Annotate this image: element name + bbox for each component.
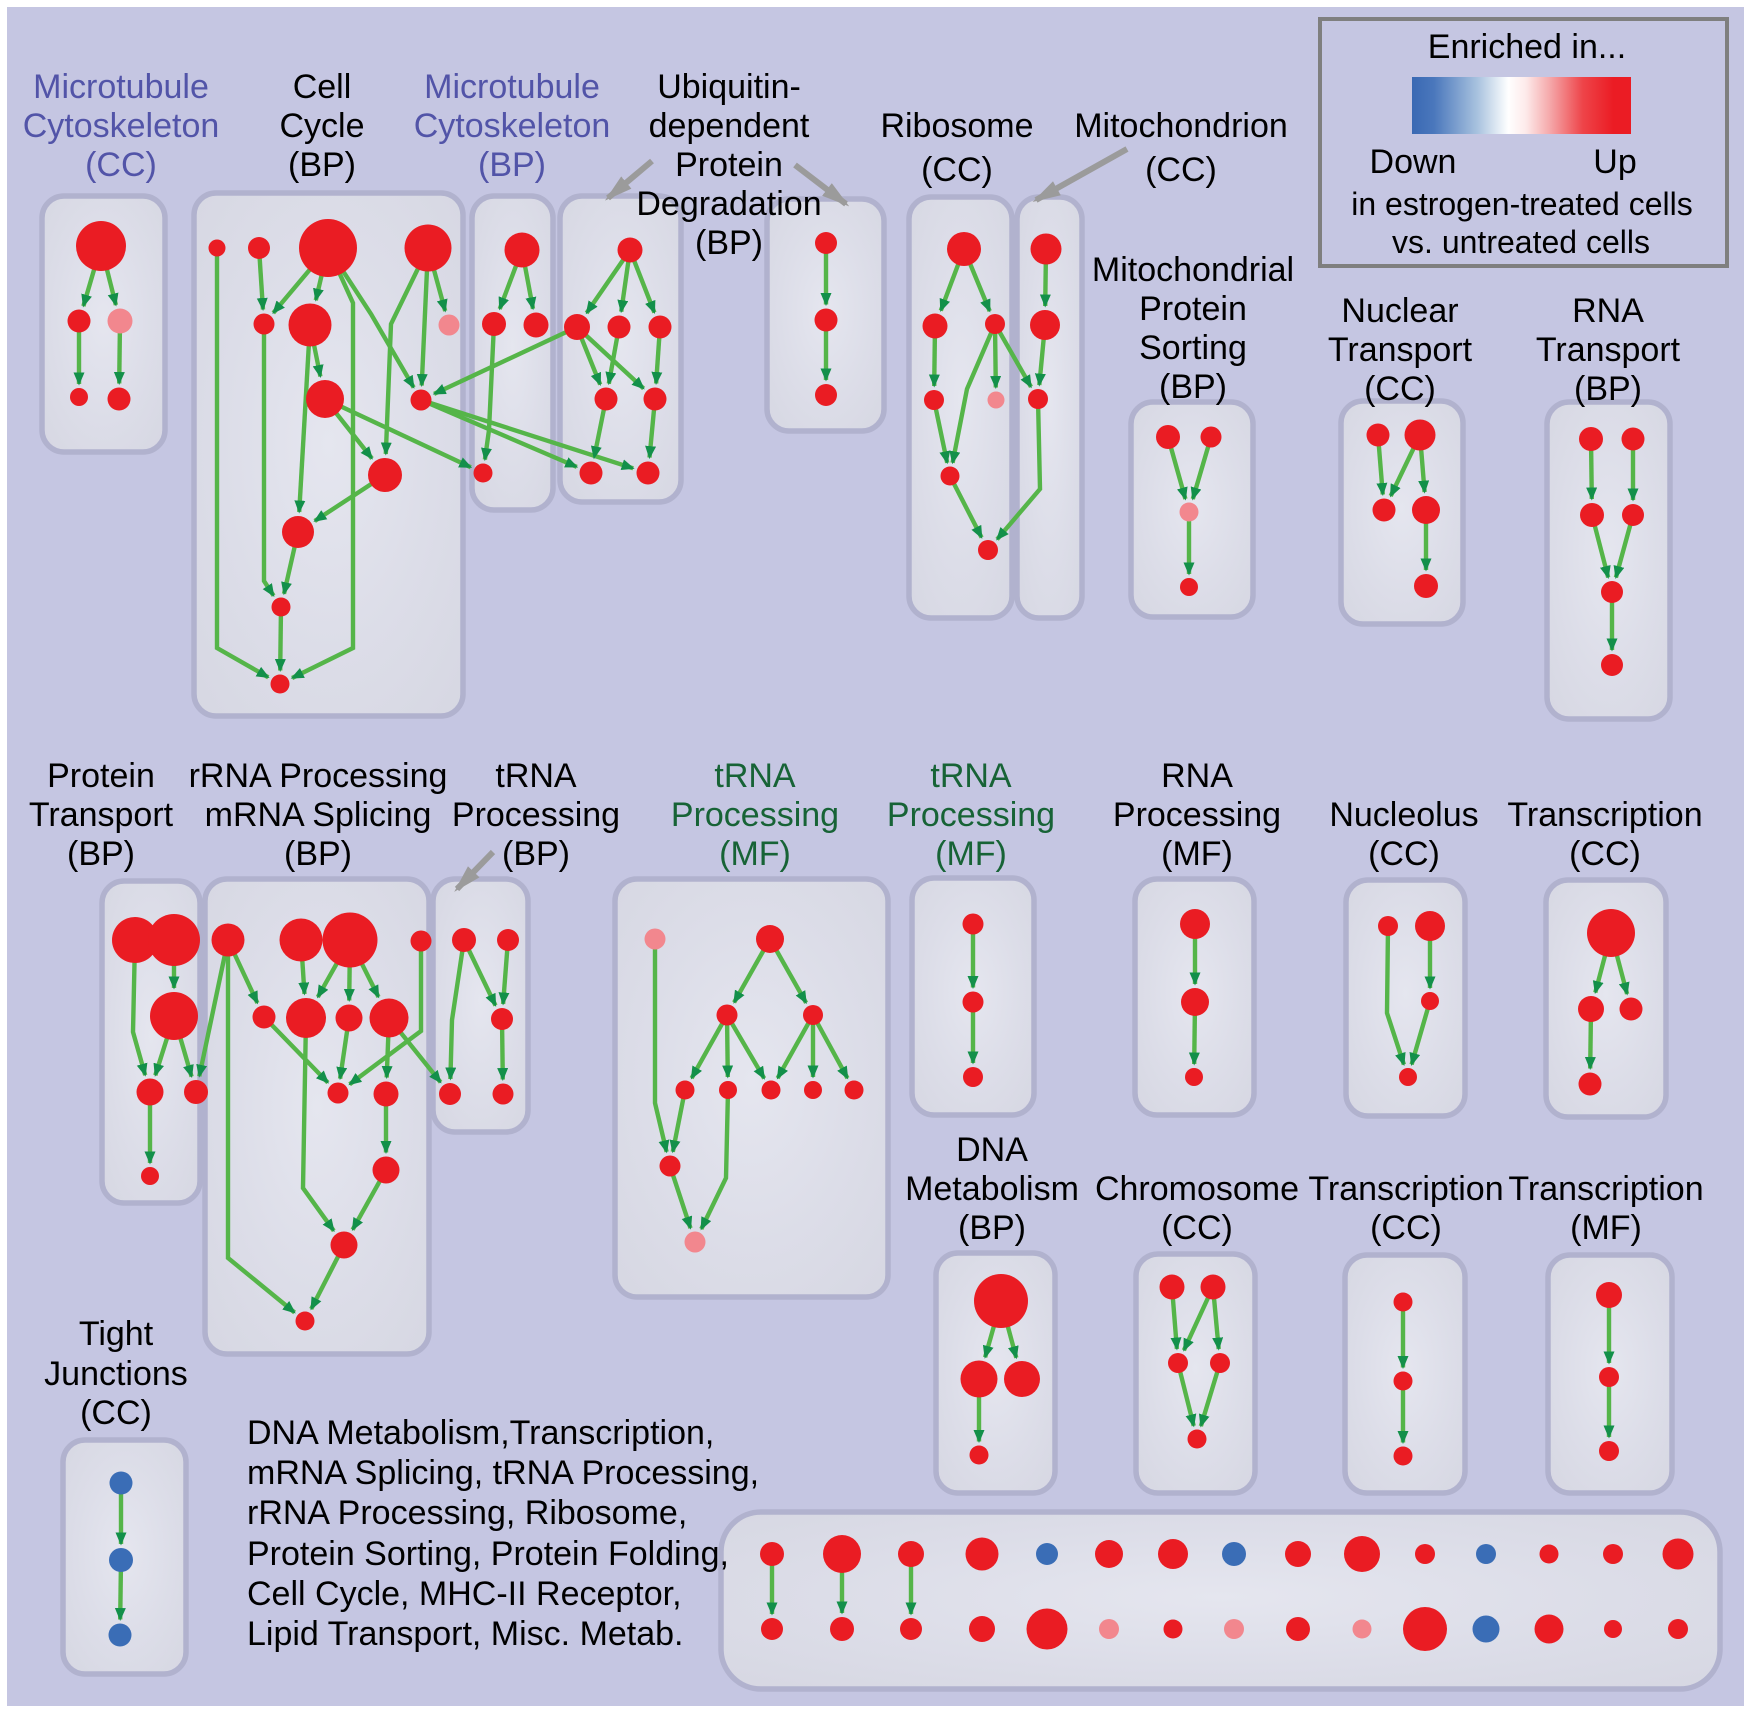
svg-text:Processing: Processing — [452, 796, 620, 834]
svg-text:mRNA Splicing: mRNA Splicing — [205, 796, 432, 834]
svg-text:(CC): (CC) — [1145, 151, 1217, 189]
svg-text:Enriched in...: Enriched in... — [1428, 28, 1626, 66]
svg-text:rRNA Processing, Ribosome,: rRNA Processing, Ribosome, — [247, 1494, 687, 1532]
svg-text:Processing: Processing — [1113, 796, 1281, 834]
svg-text:(BP): (BP) — [1574, 370, 1642, 408]
svg-text:(BP): (BP) — [958, 1209, 1026, 1247]
svg-text:mRNA Splicing, tRNA Processing: mRNA Splicing, tRNA Processing, — [247, 1454, 759, 1492]
svg-text:RNA: RNA — [1161, 757, 1233, 795]
svg-text:Protein: Protein — [47, 757, 155, 795]
svg-text:Nucleolus: Nucleolus — [1329, 796, 1478, 834]
svg-text:Transcription: Transcription — [1507, 796, 1702, 834]
svg-text:(MF): (MF) — [935, 835, 1007, 873]
svg-text:Transport: Transport — [1328, 331, 1473, 369]
svg-text:vs. untreated cells: vs. untreated cells — [1392, 224, 1650, 260]
svg-text:(BP): (BP) — [1159, 368, 1227, 406]
svg-text:(CC): (CC) — [1364, 370, 1436, 408]
svg-text:in estrogen-treated cells: in estrogen-treated cells — [1351, 186, 1693, 222]
svg-text:Transport: Transport — [1536, 331, 1681, 369]
svg-text:Degradation: Degradation — [636, 185, 821, 223]
svg-text:Mitochondrial: Mitochondrial — [1092, 251, 1294, 289]
svg-text:(BP): (BP) — [695, 224, 763, 262]
svg-text:Processing: Processing — [887, 796, 1055, 834]
svg-text:Up: Up — [1593, 143, 1636, 181]
svg-text:Mitochondrion: Mitochondrion — [1074, 107, 1288, 145]
svg-text:Cell: Cell — [293, 68, 352, 106]
svg-text:tRNA: tRNA — [495, 757, 577, 795]
svg-text:tRNA: tRNA — [930, 757, 1012, 795]
svg-text:(BP): (BP) — [502, 835, 570, 873]
svg-text:Protein Sorting, Protein Foldi: Protein Sorting, Protein Folding, — [247, 1535, 729, 1573]
svg-text:Ubiquitin-: Ubiquitin- — [657, 68, 801, 106]
svg-text:Processing: Processing — [671, 796, 839, 834]
svg-text:(MF): (MF) — [719, 835, 791, 873]
svg-text:(BP): (BP) — [288, 146, 356, 184]
svg-text:(CC): (CC) — [85, 146, 157, 184]
svg-text:(CC): (CC) — [1161, 1209, 1233, 1247]
svg-text:(MF): (MF) — [1161, 835, 1233, 873]
svg-text:dependent: dependent — [649, 107, 810, 145]
svg-text:DNA: DNA — [956, 1131, 1028, 1169]
svg-text:DNA Metabolism,Transcription,: DNA Metabolism,Transcription, — [247, 1414, 714, 1452]
svg-text:Chromosome: Chromosome — [1095, 1170, 1299, 1208]
svg-text:Transcription: Transcription — [1508, 1170, 1703, 1208]
svg-text:tRNA: tRNA — [714, 757, 796, 795]
svg-text:Microtubule: Microtubule — [33, 68, 209, 106]
svg-text:Ribosome: Ribosome — [880, 107, 1033, 145]
svg-text:(CC): (CC) — [1368, 835, 1440, 873]
svg-text:Junctions: Junctions — [44, 1355, 188, 1393]
svg-text:Microtubule: Microtubule — [424, 68, 600, 106]
svg-text:Tight: Tight — [79, 1315, 154, 1353]
svg-text:Metabolism: Metabolism — [905, 1170, 1079, 1208]
svg-text:Transport: Transport — [29, 796, 174, 834]
svg-text:RNA: RNA — [1572, 292, 1644, 330]
svg-text:Transcription: Transcription — [1308, 1170, 1503, 1208]
svg-text:Protein: Protein — [1139, 290, 1247, 328]
svg-text:(BP): (BP) — [478, 146, 546, 184]
svg-text:Cytoskeleton: Cytoskeleton — [23, 107, 220, 145]
svg-text:(CC): (CC) — [80, 1394, 152, 1432]
svg-text:(CC): (CC) — [1370, 1209, 1442, 1247]
svg-text:rRNA Processing: rRNA Processing — [189, 757, 448, 795]
svg-text:Protein: Protein — [675, 146, 783, 184]
svg-text:Cycle: Cycle — [279, 107, 364, 145]
svg-text:Nuclear: Nuclear — [1341, 292, 1458, 330]
svg-text:(CC): (CC) — [1569, 835, 1641, 873]
svg-text:(BP): (BP) — [284, 835, 352, 873]
svg-text:Sorting: Sorting — [1139, 329, 1247, 367]
svg-text:(MF): (MF) — [1570, 1209, 1642, 1247]
svg-text:Cell Cycle, MHC-II Receptor,: Cell Cycle, MHC-II Receptor, — [247, 1575, 682, 1613]
svg-text:(CC): (CC) — [921, 151, 993, 189]
svg-text:Down: Down — [1370, 143, 1457, 181]
svg-text:Lipid Transport, Misc. Metab.: Lipid Transport, Misc. Metab. — [247, 1615, 684, 1653]
svg-text:Cytoskeleton: Cytoskeleton — [414, 107, 611, 145]
svg-text:(BP): (BP) — [67, 835, 135, 873]
